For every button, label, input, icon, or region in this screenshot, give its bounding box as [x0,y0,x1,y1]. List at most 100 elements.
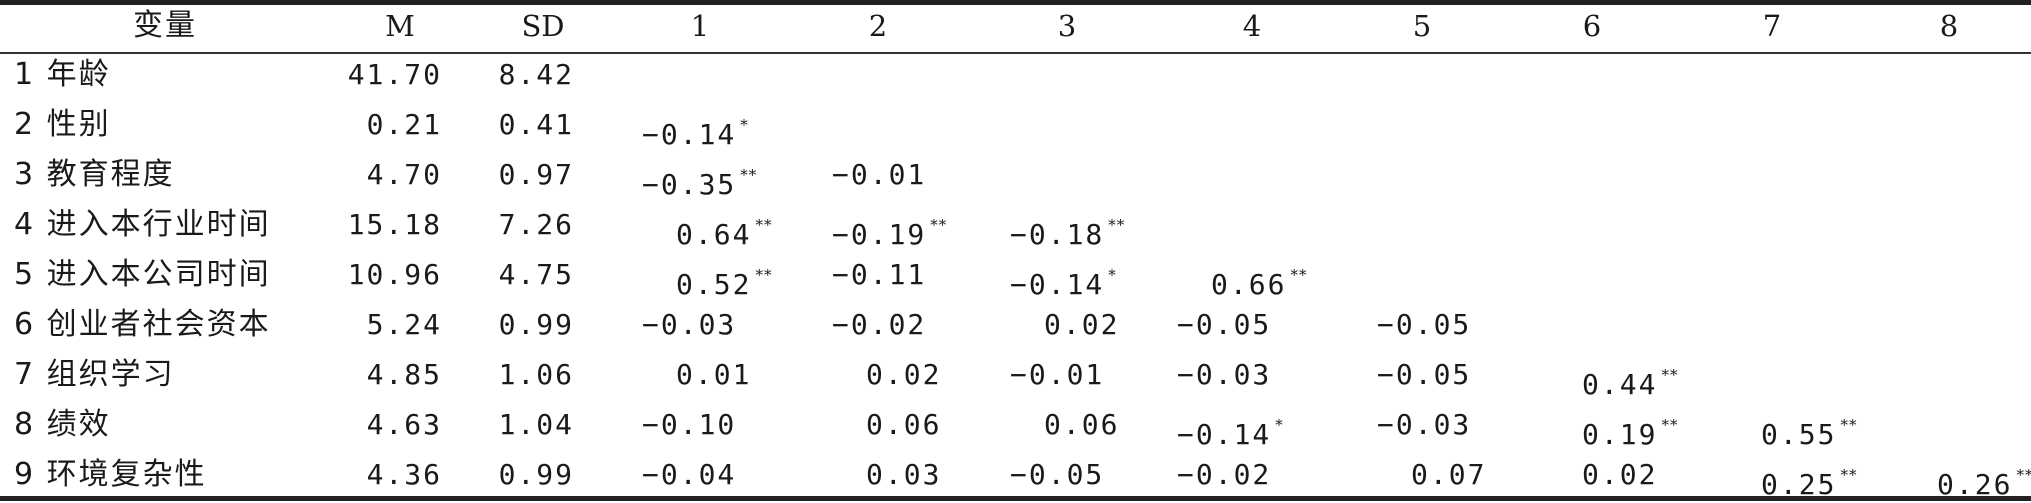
correlation-cell: 0.44 ** [1548,357,1678,403]
row-label: 1 年龄 [14,57,111,92]
correlation-value: −0.05 [1177,308,1272,341]
correlation-cell: −0.02 [832,307,926,343]
correlation-cell: 0.25 ** [1727,457,1857,503]
correlation-value: −0.11 [832,258,927,291]
correlation-cell: 0.66 ** [1177,257,1307,303]
table-header-rule [0,52,2031,54]
mean-value: 10.96 [347,258,442,291]
correlation-cell: −0.14 * [1010,257,1117,303]
correlation-value: −0.35 [642,168,737,201]
correlation-value: 0.66 [1211,268,1287,301]
sd-value: 0.99 [498,308,574,341]
correlation-value: −0.10 [642,408,737,441]
correlation-cell: 0.02 [1548,457,1657,493]
significance-marker: * [1275,416,1284,434]
correlation-cell: −0.14 * [642,107,749,153]
correlation-cell: 0.03 [832,457,941,493]
significance-marker: ** [1661,366,1679,384]
correlation-cell: 0.52 ** [642,257,772,303]
correlation-value: 0.06 [866,408,942,441]
correlation-cell: −0.35 ** [642,157,757,203]
correlation-cell: −0.05 [1377,357,1471,393]
column-header: 8 [1939,9,1959,43]
correlation-value: −0.04 [642,458,737,491]
correlation-cell: −0.19 ** [832,207,947,253]
correlation-cell: 0.06 [1010,407,1119,443]
significance-marker: ** [755,266,773,284]
correlation-cell: −0.05 [1377,307,1471,343]
significance-marker: ** [1108,216,1126,234]
correlation-value: 0.26 [1937,468,2013,501]
correlation-cell: 0.26** [1903,457,2031,503]
correlation-value: −0.05 [1010,458,1105,491]
correlation-value: 0.02 [1044,308,1120,341]
correlation-cell: 0.02 [832,357,941,393]
correlation-value: 0.64 [676,218,752,251]
correlation-value: 0.19 [1582,418,1658,451]
mean-value: 5.24 [366,308,442,341]
significance-marker: ** [2016,466,2031,484]
correlation-cell: −0.05 [1010,457,1104,493]
correlation-cell: 0.55 ** [1727,407,1857,453]
column-header: 3 [1057,9,1077,43]
table-top-rule [0,0,2031,5]
significance-marker: ** [930,216,948,234]
correlation-value: 0.55 [1761,418,1837,451]
correlation-value: 0.44 [1582,368,1658,401]
table-bottom-rule [0,496,2031,501]
correlation-cell: −0.02 [1177,457,1271,493]
column-header: SD [521,9,565,43]
mean-value: 0.21 [366,108,442,141]
column-header: 1 [690,9,710,43]
correlation-value: −0.03 [642,308,737,341]
correlation-value: −0.01 [832,158,927,191]
correlation-cell: −0.18 ** [1010,207,1125,253]
correlation-value: 0.25 [1761,468,1837,501]
significance-marker: ** [1661,416,1679,434]
correlation-value: −0.14 [1010,268,1105,301]
correlation-cell: −0.14 * [1177,407,1284,453]
correlation-cell: −0.03 [642,307,736,343]
significance-marker: ** [1290,266,1308,284]
correlation-cell: −0.11 [832,257,926,293]
correlation-value: −0.14 [1177,418,1272,451]
row-label: 7 组织学习 [14,357,175,392]
sd-value: 4.75 [498,258,574,291]
correlation-cell: 0.02 [1010,307,1119,343]
mean-value: 4.70 [366,158,442,191]
correlation-value: −0.14 [642,118,737,151]
correlation-value: 0.03 [866,458,942,491]
significance-marker: ** [1840,416,1858,434]
column-header: 4 [1242,9,1262,43]
mean-value: 15.18 [347,208,442,241]
mean-value: 4.63 [366,408,442,441]
sd-value: 1.06 [498,358,574,391]
row-label: 5 进入本公司时间 [14,257,271,292]
sd-value: 0.99 [498,458,574,491]
significance-marker: * [1108,266,1117,284]
correlation-value: 0.07 [1411,458,1487,491]
row-label: 3 教育程度 [14,157,175,192]
correlation-cell: −0.04 [642,457,736,493]
correlation-cell: −0.03 [1177,357,1271,393]
column-header: 6 [1582,9,1602,43]
correlation-value: −0.01 [1010,358,1105,391]
sd-value: 1.04 [498,408,574,441]
correlation-cell: −0.10 [642,407,736,443]
correlation-value: −0.05 [1377,358,1472,391]
correlation-cell: −0.01 [832,157,926,193]
sd-value: 0.41 [498,108,574,141]
mean-value: 41.70 [347,58,442,91]
correlation-value: 0.02 [1582,458,1658,491]
column-header: 变量 [133,8,197,43]
correlation-cell: −0.05 [1177,307,1271,343]
correlation-value: −0.02 [1177,458,1272,491]
correlation-value: −0.05 [1377,308,1472,341]
sd-value: 7.26 [498,208,574,241]
row-label: 9 环境复杂性 [14,457,207,492]
significance-marker: ** [740,166,758,184]
correlation-cell: 0.07 [1377,457,1486,493]
column-header: 7 [1762,9,1782,43]
correlation-cell: −0.03 [1377,407,1471,443]
row-label: 8 绩效 [14,407,111,442]
